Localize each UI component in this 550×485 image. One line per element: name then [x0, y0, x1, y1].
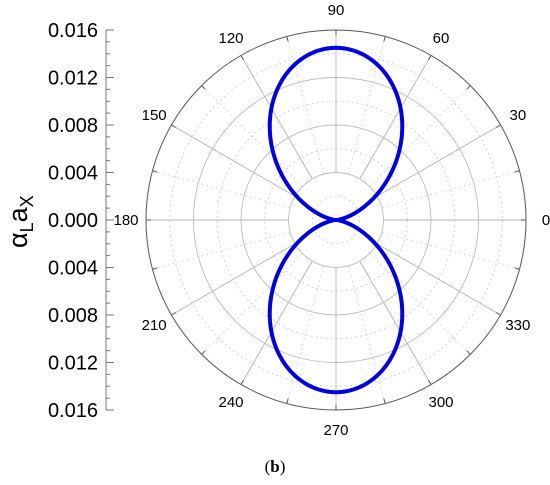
outer-tick-240 [240, 379, 244, 385]
outer-tick-15 [514, 170, 520, 173]
angle-label-90: 90 [328, 2, 345, 19]
radial-axis: 0.016 0.012 0.008 0.004 0.000 0.004 0.008 0.012… [48, 20, 114, 422]
radial-tick-label-3: 0.004 [48, 163, 98, 185]
angle-label-330: 330 [505, 317, 530, 334]
radial-tick-label-0: 0.016 [48, 20, 98, 42]
angle-label-270: 270 [323, 422, 348, 439]
angle-label-60: 60 [433, 30, 450, 47]
spoke-150 [171, 124, 296, 197]
y-label-alpha: α [3, 232, 33, 248]
spoke-210 [171, 243, 296, 316]
outer-tick-225 [201, 350, 206, 355]
minor-spoke-75 [347, 36, 386, 175]
angle-label-150: 150 [142, 107, 167, 124]
minor-spoke-15 [381, 170, 520, 209]
outer-tick-195 [152, 267, 158, 270]
outer-tick-165 [152, 170, 158, 173]
y-axis-label: αLaX [3, 195, 37, 248]
radial-tick-label-8: 0.016 [48, 400, 98, 422]
radial-tick-label-2: 0.008 [48, 115, 98, 137]
spoke-240 [240, 260, 313, 385]
outer-tick-255 [286, 398, 289, 404]
angle-label-30: 30 [510, 107, 527, 124]
minor-grid-circle-0 [311, 195, 361, 245]
minor-spoke-45 [369, 85, 471, 187]
y-label-sub-x: X [17, 195, 37, 207]
outer-tick-150 [171, 124, 177, 128]
caption-open: ( [265, 457, 271, 476]
minor-spoke-315 [369, 253, 471, 355]
radial-tick-label-7: 0.012 [48, 353, 98, 375]
outer-tick-330 [495, 312, 501, 316]
y-label-a: a [3, 206, 33, 222]
angle-labels: 0 30 60 90 120 150 180 210 240 270 300 330 [113, 2, 550, 439]
angle-label-210: 210 [142, 317, 167, 334]
minor-spoke-135 [201, 85, 303, 187]
minor-spoke-165 [152, 170, 291, 209]
outer-tick-300 [428, 379, 432, 385]
radial-tick-label-6: 0.008 [48, 305, 98, 327]
spoke-120 [240, 55, 313, 180]
outer-tick-45 [466, 85, 471, 90]
figure-caption: (b) [265, 457, 286, 476]
caption-close: ) [280, 457, 286, 476]
outer-tick-105 [286, 36, 289, 42]
caption-letter: b [270, 457, 279, 476]
radial-tick-label-5: 0.004 [48, 258, 98, 280]
radial-tick-label-1: 0.012 [48, 68, 98, 90]
series-layer [267, 45, 405, 395]
outer-tick-315 [466, 350, 471, 355]
angle-label-120: 120 [218, 30, 243, 47]
radial-tick-label-4: 0.000 [48, 210, 98, 232]
minor-spoke-195 [152, 231, 291, 270]
angle-label-240: 240 [218, 394, 243, 411]
outer-tick-120 [240, 55, 244, 61]
outer-tick-135 [201, 85, 206, 90]
angle-label-180: 180 [113, 212, 138, 229]
outer-tick-60 [428, 55, 432, 61]
angle-label-300: 300 [428, 394, 453, 411]
spoke-300 [359, 260, 432, 385]
polar-grid [145, 29, 527, 411]
outer-tick-285 [383, 398, 386, 404]
angle-label-0: 0 [542, 212, 550, 229]
spoke-30 [376, 124, 501, 197]
outer-tick-210 [171, 312, 177, 316]
y-label-sub-l: L [17, 222, 37, 232]
minor-spoke-225 [201, 253, 303, 355]
spoke-60 [359, 55, 432, 180]
series-curve-0 [267, 45, 405, 395]
minor-spoke-285 [347, 265, 386, 404]
outer-tick-30 [495, 124, 501, 128]
outer-tick-345 [514, 267, 520, 270]
spoke-330 [376, 243, 501, 316]
outer-tick-75 [383, 36, 386, 42]
minor-spoke-255 [286, 265, 325, 404]
minor-spoke-105 [286, 36, 325, 175]
minor-spoke-345 [381, 231, 520, 270]
